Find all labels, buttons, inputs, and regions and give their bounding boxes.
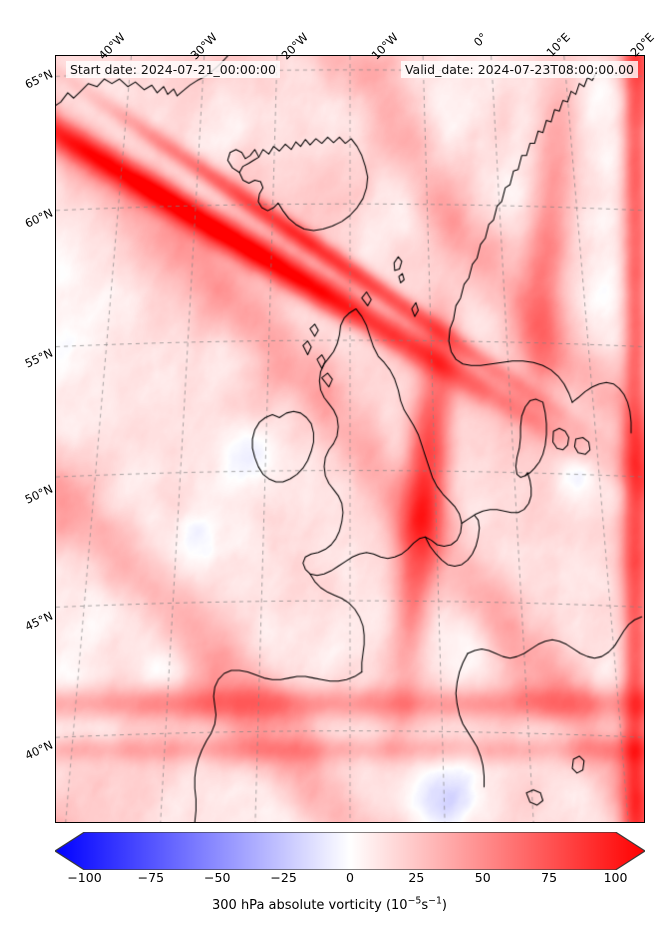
cb-tick--50: −50 bbox=[204, 870, 231, 885]
cb-tick-75: 75 bbox=[541, 870, 558, 885]
lat-tick-50n: 50°N bbox=[22, 481, 55, 507]
map-axes: Start date: 2024-07-21_00:00:00 Valid_da… bbox=[55, 55, 645, 823]
lat-tick-40n: 40°N bbox=[22, 737, 55, 763]
cb-tick--75: −75 bbox=[137, 870, 165, 885]
cb-tick--25: −25 bbox=[270, 870, 297, 885]
lat-tick-55n: 55°N bbox=[22, 345, 55, 371]
valid-date-annotation: Valid_date: 2024-07-23T08:00:00.00 bbox=[400, 61, 638, 78]
cb-tick-0: 0 bbox=[346, 870, 354, 885]
lat-tick-65n: 65°N bbox=[22, 66, 55, 92]
colorbar bbox=[55, 832, 645, 870]
lat-tick-45n: 45°N bbox=[22, 608, 55, 634]
cb-tick--100: −100 bbox=[67, 870, 102, 885]
cb-tick-50: 50 bbox=[474, 870, 491, 885]
cb-tick-25: 25 bbox=[408, 870, 425, 885]
cb-tick-100: 100 bbox=[603, 870, 628, 885]
start-date-annotation: Start date: 2024-07-21_00:00:00 bbox=[66, 61, 280, 78]
colorbar-tick-labels: −100 −75 −50 −25 0 25 50 75 100 bbox=[55, 870, 645, 890]
vorticity-field-heatmap bbox=[56, 56, 644, 822]
colorbar-axis-label: 300 hPa absolute vorticity (10−5s−1) bbox=[212, 895, 447, 913]
lat-tick-60n: 60°N bbox=[22, 205, 55, 231]
colorbar-gradient bbox=[55, 832, 645, 870]
